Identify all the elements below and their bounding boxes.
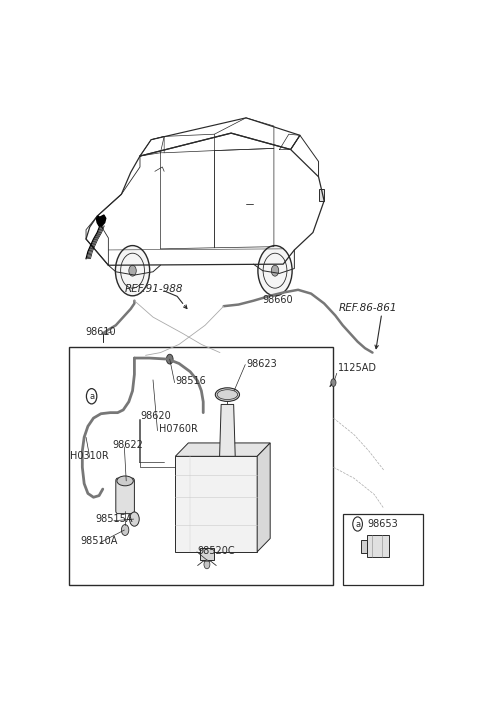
Circle shape xyxy=(129,265,136,277)
Text: 1125AD: 1125AD xyxy=(338,363,377,373)
Text: a: a xyxy=(89,392,94,401)
Text: REF.91-988: REF.91-988 xyxy=(125,284,183,294)
Circle shape xyxy=(115,245,150,296)
Circle shape xyxy=(271,265,279,277)
PathPatch shape xyxy=(219,404,235,457)
Text: 98622: 98622 xyxy=(112,440,143,450)
Text: 98610: 98610 xyxy=(85,328,116,337)
PathPatch shape xyxy=(257,443,270,552)
Circle shape xyxy=(130,512,139,526)
Polygon shape xyxy=(96,215,106,226)
Ellipse shape xyxy=(117,476,133,486)
Circle shape xyxy=(258,245,292,296)
Text: 98623: 98623 xyxy=(246,359,277,369)
PathPatch shape xyxy=(175,457,257,552)
Text: 98515A: 98515A xyxy=(96,514,133,524)
Bar xyxy=(200,548,214,560)
Circle shape xyxy=(204,560,210,569)
Text: 98620: 98620 xyxy=(140,411,171,421)
Text: H0310R: H0310R xyxy=(71,452,109,462)
Text: a: a xyxy=(355,520,360,528)
PathPatch shape xyxy=(361,540,367,553)
Text: 98510A: 98510A xyxy=(81,536,118,546)
Text: 98516: 98516 xyxy=(175,376,206,386)
Text: 98520C: 98520C xyxy=(198,546,235,556)
Circle shape xyxy=(331,379,336,386)
Text: 98660: 98660 xyxy=(263,295,293,305)
Circle shape xyxy=(121,525,129,535)
PathPatch shape xyxy=(319,189,324,201)
FancyBboxPatch shape xyxy=(116,478,134,513)
Bar xyxy=(343,513,423,585)
Text: 98653: 98653 xyxy=(367,519,397,529)
Text: H0760R: H0760R xyxy=(158,424,197,434)
Circle shape xyxy=(167,354,173,364)
PathPatch shape xyxy=(175,443,270,457)
Text: REF.86-861: REF.86-861 xyxy=(338,303,397,313)
PathPatch shape xyxy=(367,535,389,557)
Bar xyxy=(69,347,334,585)
Ellipse shape xyxy=(216,388,240,401)
